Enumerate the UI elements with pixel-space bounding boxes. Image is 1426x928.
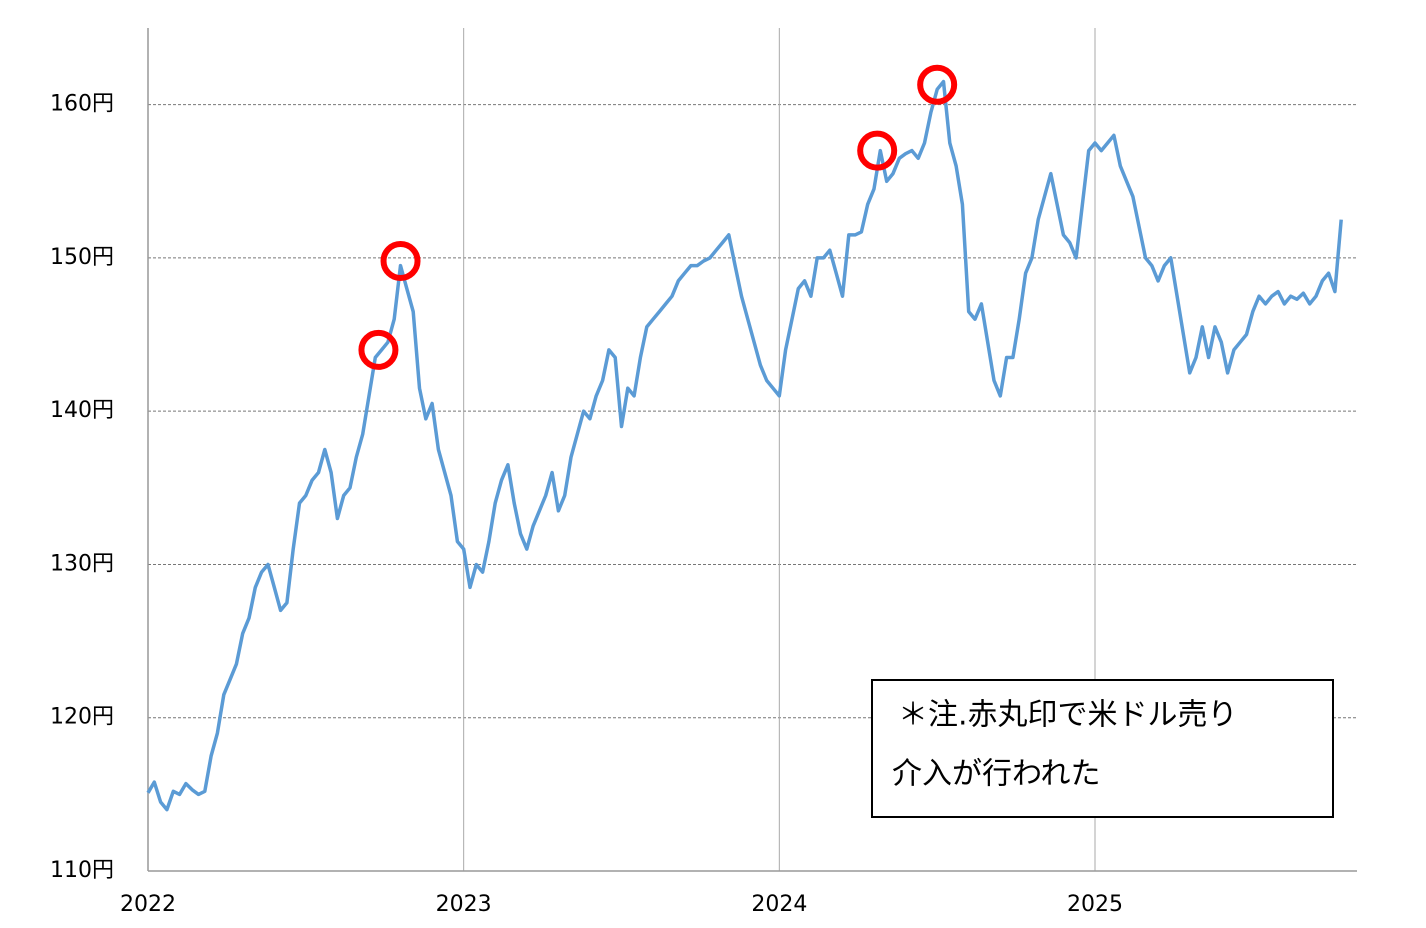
x-tick-label: 2022	[120, 892, 176, 917]
annotation: 介入が行われた	[892, 757, 1101, 792]
annotation-box	[871, 679, 1334, 818]
price-line	[146, 79, 1343, 812]
intervention-marker	[380, 240, 421, 281]
y-tick-label: 150円	[50, 245, 114, 270]
y-tick-label: 160円	[50, 92, 114, 117]
y-tick-label: 110円	[50, 858, 114, 883]
x-tick-label: 2023	[436, 892, 492, 917]
annotation: ＊注.赤丸印で米ドル売り	[898, 698, 1238, 733]
y-tick-label: 120円	[50, 705, 114, 730]
y-tick-label: 140円	[50, 398, 114, 423]
y-tick-label: 130円	[50, 551, 114, 576]
intervention-marker	[917, 64, 958, 105]
intervention-marker	[857, 130, 898, 171]
x-tick-label: 2025	[1067, 892, 1123, 917]
x-tick-label: 2024	[751, 892, 807, 917]
intervention-marker	[358, 329, 399, 370]
